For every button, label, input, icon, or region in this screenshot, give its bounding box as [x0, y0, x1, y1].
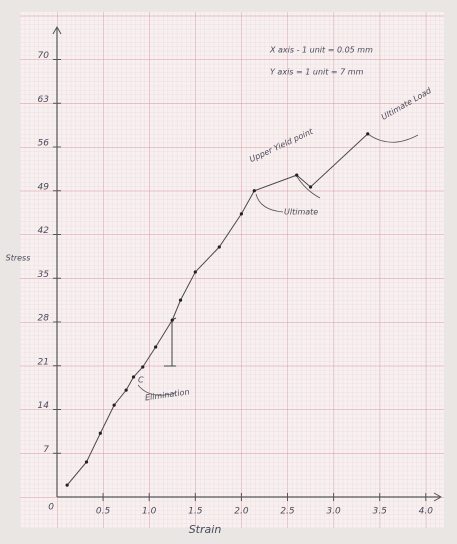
point — [194, 270, 197, 273]
point — [125, 389, 128, 392]
x-tick-label: 2.5 — [280, 507, 295, 517]
point — [99, 432, 102, 435]
chart: 0 Strain Stress 0.5 1.0 1.5 2.0 2.5 3.0 3.5 4.0… — [0, 0, 457, 544]
annotation: X axis - 1 unit = 0.05 mm — [269, 46, 373, 55]
y-tick-label: 7 — [43, 445, 49, 455]
point — [218, 245, 221, 248]
y-axis-label: Stress — [6, 254, 31, 263]
x-tick-label: 2.0 — [234, 507, 249, 517]
y-tick-label: 42 — [38, 226, 50, 236]
x-tick-label: 0.5 — [96, 507, 111, 517]
x-tick-label: 3.0 — [326, 507, 341, 517]
point — [113, 404, 116, 407]
point — [154, 345, 157, 348]
x-tick-label: 1.5 — [188, 507, 203, 517]
y-tick-label: 21 — [38, 357, 49, 367]
point — [366, 132, 369, 135]
point — [171, 319, 174, 322]
point — [309, 185, 312, 188]
y-tick-label: 56 — [38, 139, 50, 149]
point — [141, 365, 144, 368]
annotation: C — [138, 376, 144, 385]
point — [253, 189, 256, 192]
annotation: Y axis = 1 unit = 7 mm — [270, 68, 364, 77]
y-tick-label: 49 — [38, 182, 50, 192]
point — [240, 212, 243, 215]
point — [66, 484, 69, 487]
annotation: Ultimate — [284, 208, 318, 217]
y-tick-label: 63 — [38, 95, 50, 105]
point — [132, 375, 135, 378]
x-tick-label: 3.5 — [373, 507, 388, 517]
origin-label: 0 — [48, 503, 54, 513]
point — [179, 299, 182, 302]
x-axis-label: Strain — [189, 523, 222, 536]
y-tick-label: 28 — [38, 314, 50, 324]
x-tick-label: 1.0 — [142, 507, 157, 517]
point — [85, 460, 88, 463]
graph-major-grid — [20, 12, 444, 528]
point — [295, 174, 298, 177]
y-tick-label: 70 — [38, 51, 50, 61]
y-tick-label: 14 — [38, 401, 50, 411]
x-tick-label: 4.0 — [419, 507, 434, 517]
y-tick-label: 35 — [38, 270, 50, 280]
